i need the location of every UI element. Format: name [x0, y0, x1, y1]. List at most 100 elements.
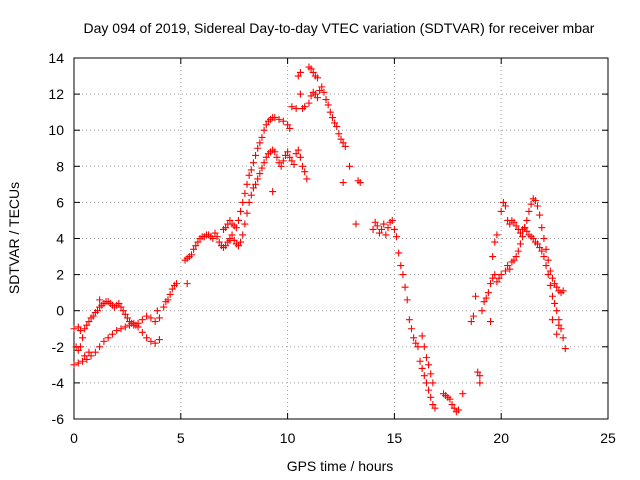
- data-point: [222, 224, 230, 232]
- y-tick-label: 0: [56, 303, 64, 319]
- data-point: [497, 271, 505, 279]
- data-point: [422, 379, 430, 387]
- data-point: [288, 103, 296, 111]
- data-point: [117, 303, 125, 311]
- data-point: [209, 235, 217, 242]
- data-point: [431, 404, 439, 412]
- data-point: [243, 180, 251, 188]
- data-point: [168, 285, 176, 293]
- data-point: [284, 121, 292, 129]
- data-point: [292, 150, 300, 158]
- data-point: [262, 153, 270, 161]
- data-point: [553, 330, 561, 338]
- data-point: [100, 337, 108, 345]
- data-point: [546, 267, 554, 275]
- data-point: [420, 372, 428, 380]
- data-point: [393, 233, 401, 241]
- data-point: [420, 343, 428, 351]
- data-point: [290, 160, 298, 168]
- data-point: [326, 108, 334, 116]
- data-point: [401, 283, 409, 291]
- data-point: [548, 274, 556, 282]
- data-point: [487, 280, 495, 288]
- data-points: [70, 63, 569, 416]
- data-point: [534, 202, 542, 210]
- data-point: [521, 224, 529, 232]
- data-point: [501, 267, 509, 275]
- data-point: [164, 296, 172, 304]
- data-point: [339, 139, 347, 147]
- data-point: [258, 133, 266, 141]
- data-point: [294, 146, 302, 154]
- data-point: [369, 225, 377, 233]
- data-point: [403, 296, 411, 304]
- data-point: [476, 372, 484, 380]
- data-point: [279, 157, 287, 165]
- data-point: [388, 216, 396, 224]
- data-point: [119, 307, 127, 315]
- data-point: [397, 262, 405, 270]
- data-point: [85, 348, 93, 356]
- data-point: [85, 318, 93, 326]
- data-point: [143, 334, 151, 342]
- data-point: [286, 124, 294, 132]
- data-point: [493, 278, 501, 286]
- data-point: [429, 401, 437, 409]
- data-point: [134, 323, 142, 331]
- data-point: [497, 207, 505, 215]
- data-point: [553, 283, 561, 291]
- data-point: [275, 159, 283, 167]
- x-tick-label: 0: [70, 430, 78, 446]
- data-point: [405, 316, 413, 324]
- data-point: [501, 202, 509, 210]
- data-point: [153, 307, 161, 315]
- data-point: [448, 401, 456, 409]
- data-point: [416, 357, 424, 365]
- data-point: [489, 274, 497, 282]
- data-point: [324, 101, 332, 109]
- data-point: [314, 94, 322, 102]
- data-point: [536, 211, 544, 219]
- data-point: [375, 229, 383, 237]
- data-point: [316, 86, 324, 94]
- data-point: [399, 271, 407, 279]
- data-point: [232, 224, 240, 232]
- y-tick-label: 8: [56, 158, 64, 174]
- y-tick-label: 6: [56, 194, 64, 210]
- data-point: [320, 88, 328, 96]
- data-point: [230, 236, 238, 244]
- data-point: [512, 253, 520, 261]
- data-point: [228, 231, 236, 239]
- data-point: [487, 318, 495, 326]
- data-point: [292, 105, 300, 113]
- y-tick-labels: -6 -4 -2 0 2 4 6 8 10 12 14: [48, 50, 64, 427]
- data-point: [245, 198, 253, 206]
- data-point: [284, 148, 292, 156]
- data-point: [561, 345, 569, 353]
- data-point: [551, 299, 559, 307]
- data-point: [384, 224, 392, 232]
- data-point: [559, 334, 567, 342]
- y-tick-label: -4: [52, 375, 65, 391]
- data-point: [331, 119, 339, 127]
- y-tick-label: 14: [48, 50, 64, 66]
- data-point: [79, 334, 87, 342]
- data-point: [378, 225, 386, 233]
- data-point: [260, 126, 268, 134]
- data-point: [91, 348, 99, 356]
- data-point: [234, 242, 242, 250]
- data-point: [74, 359, 82, 367]
- data-point: [258, 164, 266, 172]
- data-point: [76, 327, 84, 335]
- data-point: [544, 271, 552, 279]
- data-point: [256, 170, 264, 178]
- data-point: [288, 157, 296, 165]
- x-tick-label: 5: [177, 430, 185, 446]
- data-point: [83, 321, 91, 329]
- data-point: [155, 314, 163, 322]
- data-point: [514, 247, 522, 255]
- data-point: [555, 321, 563, 329]
- data-point: [262, 121, 270, 129]
- data-point: [192, 242, 200, 250]
